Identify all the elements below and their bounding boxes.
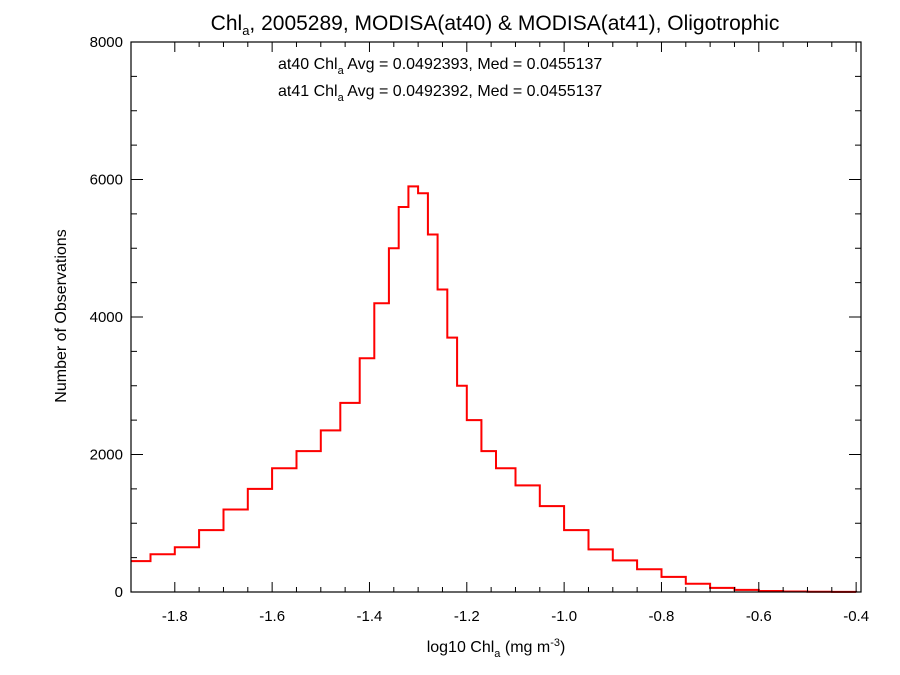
- y-tick-label: 4000: [90, 309, 123, 326]
- y-tick-label: 0: [115, 584, 123, 601]
- tick-layer: -1.8 -1.6 -1.4 -1.2 -1.0 -0.8 -0.6 -0.4 0 2000 400…: [90, 34, 869, 625]
- annotation-at40: at40 Chla Avg = 0.0492393, Med = 0.04551…: [278, 56, 602, 77]
- y-tick-label: 8000: [90, 34, 123, 51]
- series-layer: [131, 185, 858, 593]
- x-tick-label: -0.6: [746, 608, 772, 625]
- x-tick-label: -1.8: [162, 608, 188, 625]
- x-axis-label: log10 Chla (mg m-3): [427, 637, 566, 660]
- x-tick-label: -1.2: [454, 608, 480, 625]
- chart-title: Chla, 2005289, MODISA(at40) & MODISA(at4…: [211, 12, 780, 38]
- x-tick-label: -0.4: [843, 608, 869, 625]
- x-tick-label: -1.6: [259, 608, 285, 625]
- annotation-at41: at41 Chla Avg = 0.0492392, Med = 0.04551…: [278, 83, 602, 104]
- series-at41-line: [131, 185, 858, 593]
- x-tick-label: -1.4: [357, 608, 383, 625]
- y-tick-label: 2000: [90, 447, 123, 464]
- series-at40-line: [131, 185, 857, 593]
- x-tick-label: -1.0: [551, 608, 577, 625]
- x-tick-label: -0.8: [649, 608, 675, 625]
- y-axis-label: Number of Observations: [53, 229, 70, 402]
- y-tick-label: 6000: [90, 172, 123, 189]
